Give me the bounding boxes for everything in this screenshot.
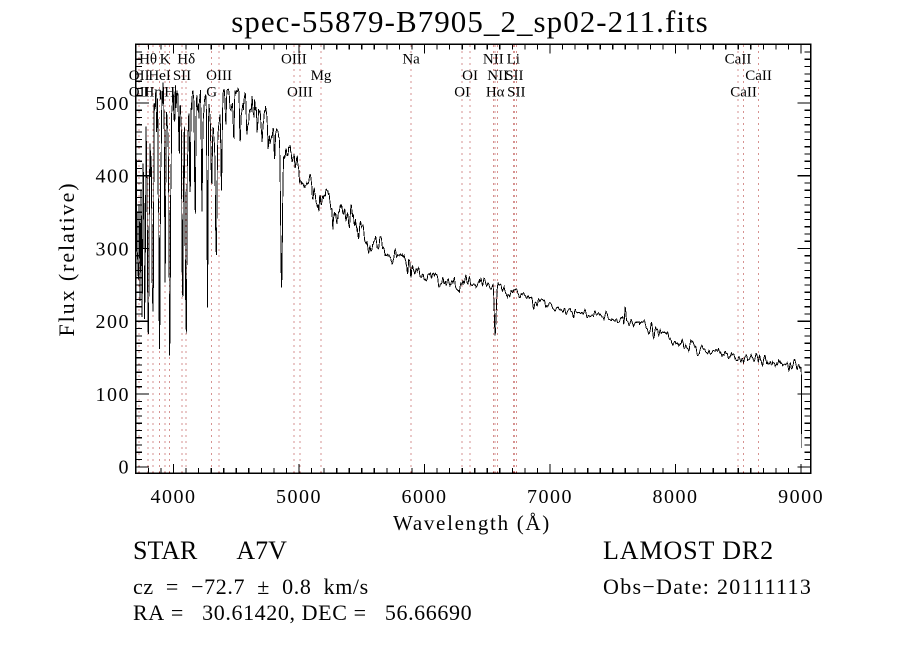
svg-text:H: H <box>164 85 175 101</box>
svg-text:500: 500 <box>96 93 131 115</box>
svg-text:4000: 4000 <box>151 486 197 508</box>
svg-text:Li: Li <box>507 52 520 68</box>
svg-text:STAR A7V: STAR A7V <box>133 536 287 565</box>
svg-text:Hδ: Hδ <box>177 52 195 68</box>
svg-text:spec-55879-B7905_2_sp02-211.fi: spec-55879-B7905_2_sp02-211.fits <box>231 4 709 39</box>
svg-text:Mg: Mg <box>311 68 332 84</box>
svg-text:K: K <box>160 52 171 68</box>
svg-text:Flux (relative): Flux (relative) <box>54 182 79 337</box>
svg-text:SII: SII <box>173 68 191 84</box>
svg-text:Hθ: Hθ <box>139 52 157 68</box>
svg-text:Wavelength (Å): Wavelength (Å) <box>393 511 551 535</box>
svg-text:9000: 9000 <box>778 486 824 508</box>
svg-text:LAMOST DR2: LAMOST DR2 <box>603 536 774 565</box>
svg-text:NII: NII <box>487 68 508 84</box>
svg-text:OI: OI <box>454 85 470 101</box>
svg-text:RA = 30.61420, DEC = 56.66: RA = 30.61420, DEC = 56.66690 <box>133 600 472 625</box>
svg-text:7000: 7000 <box>527 486 573 508</box>
svg-text:OIII: OIII <box>281 52 307 68</box>
svg-text:400: 400 <box>96 166 131 188</box>
svg-text:OII: OII <box>129 68 150 84</box>
svg-text:G: G <box>206 85 217 101</box>
svg-text:0: 0 <box>119 457 131 479</box>
svg-text:OI: OI <box>462 68 478 84</box>
svg-text:100: 100 <box>96 384 131 406</box>
svg-text:SII: SII <box>507 85 525 101</box>
svg-text:Na: Na <box>402 52 420 68</box>
svg-text:OIII: OIII <box>206 68 232 84</box>
svg-text:HeI: HeI <box>148 68 171 84</box>
svg-text:cz = −72.7 ± 0.8 km/s: cz = −72.7 ± 0.8 km/s <box>133 574 369 599</box>
svg-text:300: 300 <box>96 238 131 260</box>
svg-text:CaII: CaII <box>745 68 772 84</box>
svg-text:Obs−Date: 20111113: Obs−Date: 20111113 <box>603 574 812 599</box>
svg-text:200: 200 <box>96 311 131 333</box>
svg-text:CaII: CaII <box>725 52 752 68</box>
svg-text:Hα: Hα <box>486 85 505 101</box>
svg-text:CaII: CaII <box>730 85 757 101</box>
svg-text:OII: OII <box>129 85 150 101</box>
svg-text:SII: SII <box>505 68 523 84</box>
svg-text:5000: 5000 <box>276 486 322 508</box>
svg-text:8000: 8000 <box>653 486 699 508</box>
svg-text:NII: NII <box>483 52 504 68</box>
svg-text:Hη: Hη <box>143 85 162 101</box>
svg-text:OIII: OIII <box>287 85 313 101</box>
svg-text:6000: 6000 <box>402 486 448 508</box>
